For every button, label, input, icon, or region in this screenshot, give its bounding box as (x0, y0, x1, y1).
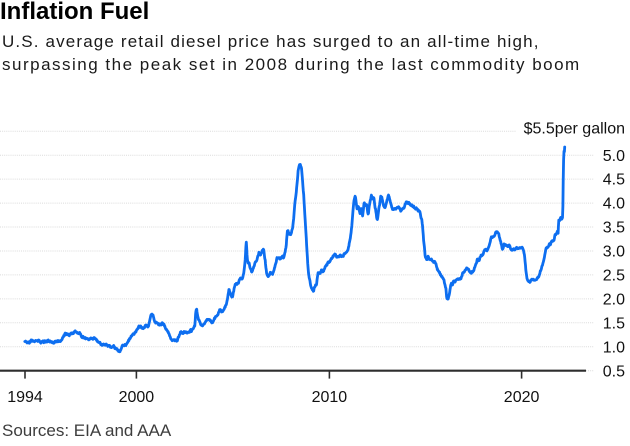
svg-text:3.5: 3.5 (603, 220, 625, 237)
svg-text:5.0: 5.0 (603, 148, 625, 165)
svg-text:4.0: 4.0 (603, 196, 625, 213)
svg-text:3.0: 3.0 (603, 244, 625, 261)
svg-text:2000: 2000 (119, 389, 155, 406)
svg-text:2010: 2010 (312, 389, 348, 406)
svg-text:0.5: 0.5 (603, 363, 625, 380)
svg-text:2.0: 2.0 (603, 292, 625, 309)
svg-text:1.5: 1.5 (603, 315, 625, 332)
svg-text:2020: 2020 (504, 389, 540, 406)
svg-text:1994: 1994 (7, 389, 43, 406)
svg-text:$5.5per gallon: $5.5per gallon (524, 121, 625, 138)
svg-text:4.5: 4.5 (603, 172, 625, 189)
svg-text:2.5: 2.5 (603, 268, 625, 285)
svg-text:1.0: 1.0 (603, 339, 625, 356)
